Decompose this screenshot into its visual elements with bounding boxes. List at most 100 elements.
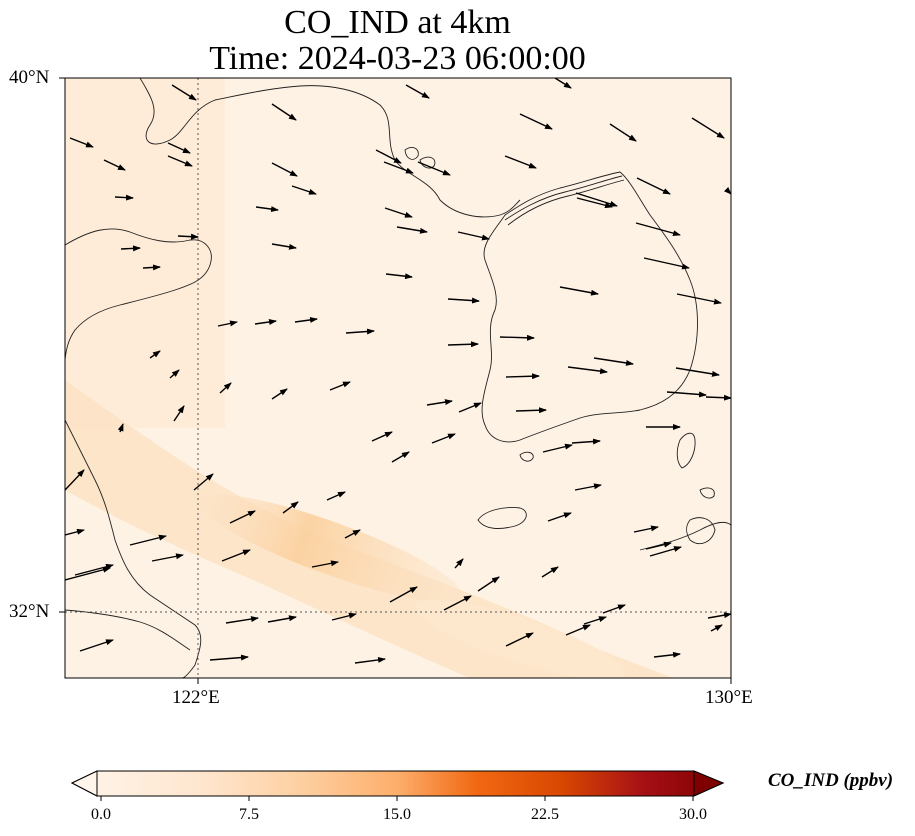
- wind-arrow: [120, 245, 141, 252]
- wind-arrow: [142, 264, 161, 271]
- wind-arrow: [173, 405, 185, 422]
- wind-arrow: [371, 431, 393, 442]
- wind-arrow: [447, 341, 479, 348]
- wind-arrow: [515, 407, 547, 414]
- wind-arrow: [457, 231, 490, 241]
- wind-arrow: [383, 161, 414, 174]
- wind-arrow: [643, 257, 690, 270]
- wind-arrow: [129, 534, 167, 546]
- wind-arrow: [653, 651, 681, 658]
- wind-arrow: [574, 483, 602, 491]
- wind-arrow: [576, 197, 613, 209]
- wind-arrow: [593, 357, 634, 366]
- wind-arrow: [271, 162, 298, 177]
- wind-arrow: [710, 624, 723, 632]
- axis-ticks: [59, 77, 732, 684]
- map-title: CO_IND at 4km: [284, 4, 511, 41]
- wind-arrow: [707, 612, 731, 619]
- wind-arrow: [477, 576, 500, 592]
- colorbar-tick-30: 30.0: [679, 806, 707, 823]
- wind-arrow: [217, 320, 238, 327]
- wind-arrow: [65, 566, 111, 581]
- wind-arrow: [559, 286, 599, 296]
- colorbar-tick-0: 0.0: [91, 806, 111, 823]
- wind-arrow: [519, 113, 553, 130]
- wind-arrow: [149, 350, 161, 359]
- wind-arrow: [375, 149, 402, 164]
- wind-arrow: [65, 469, 85, 491]
- wind-arrow: [389, 586, 418, 603]
- wind-arrow: [171, 84, 197, 101]
- wind-arrow: [117, 423, 124, 433]
- wind-arrow: [505, 373, 540, 380]
- wind-arrow: [554, 78, 572, 89]
- lon-tick-122e: 122°E: [172, 687, 220, 708]
- map-subtitle: Time: 2024-03-23 06:00:00: [209, 40, 586, 77]
- wind-arrow: [443, 595, 472, 611]
- wind-arrow: [103, 159, 126, 171]
- wind-arrow: [254, 319, 277, 325]
- wind-arrow: [167, 142, 191, 154]
- wind-arrow: [405, 84, 430, 99]
- wind-arrow: [294, 316, 318, 323]
- wind-arrow: [547, 512, 572, 522]
- wind-arrow: [167, 155, 193, 167]
- wind-arrow: [219, 382, 232, 394]
- wind-arrow: [635, 222, 681, 237]
- wind-arrow: [271, 243, 297, 250]
- wind-arrow: [504, 155, 537, 169]
- wind-arrow: [447, 297, 480, 304]
- wind-arrow: [666, 391, 707, 398]
- wind-arrow: [505, 632, 534, 647]
- wind-arrow: [345, 328, 375, 335]
- wind-arrow: [583, 616, 607, 625]
- wind-arrow: [271, 388, 288, 400]
- wind-arrow: [384, 207, 413, 218]
- lon-tick-130e: 130°E: [705, 687, 753, 708]
- wind-arrow: [344, 529, 361, 539]
- wind-arrow: [567, 366, 608, 375]
- wind-arrow: [221, 549, 251, 562]
- wind-arrow: [426, 399, 453, 406]
- wind-arrow: [602, 604, 626, 614]
- wind-arrow: [74, 563, 114, 576]
- wind-arrow: [633, 525, 659, 533]
- wind-vectors: [65, 78, 731, 664]
- wind-arrow: [193, 473, 214, 491]
- wind-arrow: [354, 656, 386, 664]
- wind-arrow: [255, 206, 279, 213]
- wind-arrow: [676, 293, 722, 305]
- wind-arrow: [571, 438, 601, 445]
- wind-arrow: [705, 394, 731, 401]
- wind-arrow: [675, 367, 720, 377]
- wind-arrow: [311, 560, 339, 568]
- wind-arrow: [691, 117, 725, 139]
- wind-arrow: [209, 654, 249, 661]
- wind-arrow: [609, 123, 637, 142]
- wind-arrow: [169, 369, 180, 379]
- wind-arrow: [282, 501, 299, 514]
- wind-arrow: [291, 185, 317, 195]
- wind-arrow: [225, 616, 259, 624]
- wind-arrow: [396, 226, 428, 234]
- wind-arrow: [151, 553, 184, 562]
- wind-arrow: [177, 233, 199, 240]
- colorbar-tick-22-5: 22.5: [531, 806, 559, 823]
- colorbar: [70, 770, 725, 801]
- lat-tick-32n: 32°N: [9, 601, 50, 622]
- map-frame: [64, 77, 732, 679]
- wind-arrow: [79, 639, 114, 652]
- wind-arrow: [326, 491, 346, 501]
- wind-arrow: [114, 194, 134, 201]
- coastlines: [65, 78, 731, 678]
- wind-arrow: [65, 528, 85, 536]
- wind-arrow: [391, 451, 410, 463]
- wind-arrow: [541, 566, 559, 578]
- colorbar-tick-7-5: 7.5: [239, 806, 259, 823]
- concentration-field: [65, 78, 731, 678]
- wind-arrow: [636, 177, 671, 195]
- wind-arrow: [331, 612, 357, 621]
- colorbar-tick-15: 15.0: [383, 806, 411, 823]
- wind-arrow: [565, 624, 591, 636]
